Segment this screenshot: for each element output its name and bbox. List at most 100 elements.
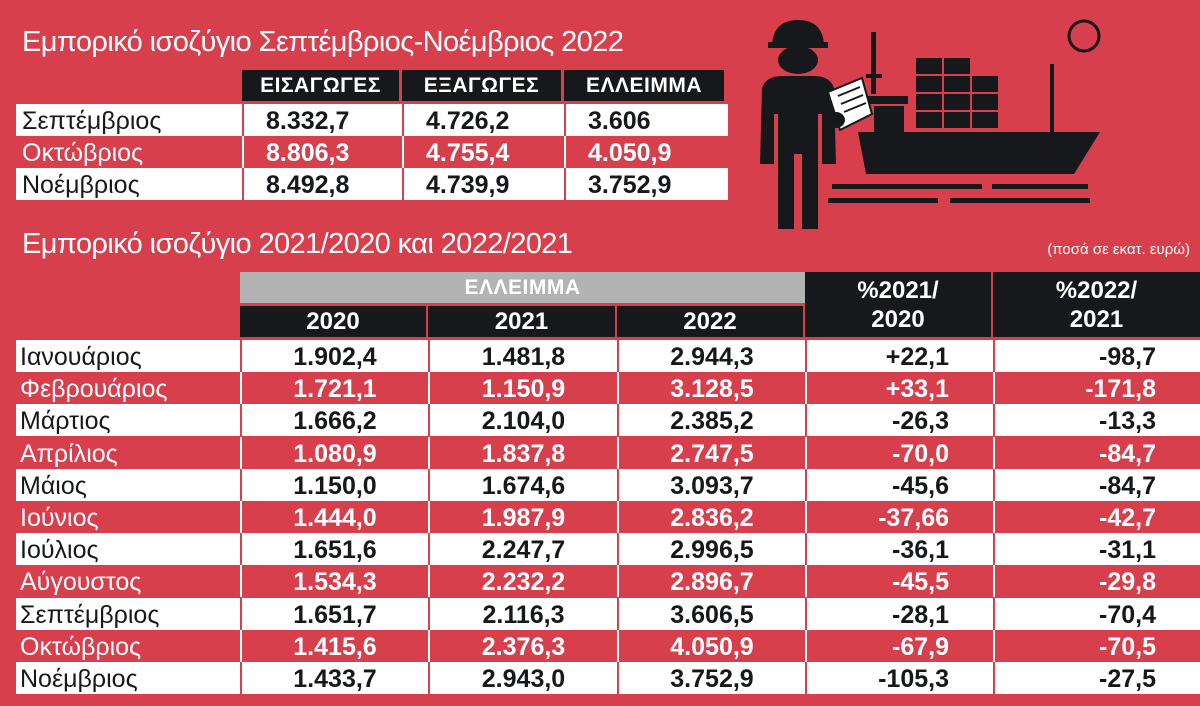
table-cell: -13,3 [993,404,1200,437]
table-cell: 4.050,9 [617,629,805,662]
row-label: Μάρτιος [20,407,111,436]
row-label: Νοέμβριος [20,665,138,693]
table-cell: 1.481,8 [428,340,617,372]
cargo-ship-icon [828,32,1100,203]
table-cell: -36,1 [805,533,993,566]
table-cell: 2.996,5 [617,533,805,566]
row-label: Νοέμβριος [22,171,140,199]
table-cell: 2.385,2 [617,404,805,437]
table-cell: 1.150,9 [428,372,617,405]
table-cell: 4.755,4 [402,136,564,168]
table-cell: -29,8 [993,565,1200,598]
table-row: Νοέμβριος 8.492,8 4.739,9 3.752,9 [16,168,728,200]
row-label: Ιανουάριος [20,343,142,371]
row-label: Απρίλιος [20,439,118,468]
table-cell: 3.128,5 [617,372,805,405]
row-label: Οκτώβριος [22,139,144,167]
table-cell: -37,66 [805,501,993,533]
table-cell: 8.332,7 [242,104,402,136]
table-cell: 1.444,0 [240,501,428,533]
table-cell: -45,6 [805,468,993,501]
column-header: ΕΙΣΑΓΩΓΕΣ [242,70,399,101]
row-label: Ιούνιος [20,504,99,532]
table-cell: 4.739,9 [402,168,564,200]
table-row: Σεπτέμβριος 1.651,7 2.116,3 3.606,5 -28,1 -70… [16,597,1200,630]
column-header: 2022 [617,306,803,337]
table-row: Απρίλιος 1.080,9 1.837,8 2.747,5 -70,0 -84,7 [16,436,1200,469]
table-cell: 2.104,0 [428,404,617,437]
top-table-title: Εμπορικό ισοζύγιο Σεπτέμβριος-Νοέμβριος … [22,26,624,58]
worker-icon [760,20,874,229]
column-header: 2021 [428,306,615,337]
table-cell: 1.651,6 [240,533,428,566]
table-row: Σεπτέμβριος 8.332,7 4.726,2 3.606 [16,104,728,136]
bottom-table-title: Εμπορικό ισοζύγιο 2021/2020 και 2022/202… [22,228,573,260]
table-cell: -105,3 [805,662,993,694]
table-cell: 4.726,2 [402,104,564,136]
table-row: Αύγουστος 1.534,3 2.232,2 2.896,7 -45,5 -29,8 [16,565,1200,598]
table-cell: 2.376,3 [428,629,617,662]
table-cell: -67,9 [805,629,993,662]
table-cell: 8.492,8 [242,168,402,200]
table-cell: -42,7 [993,501,1200,533]
row-label: Αύγουστος [20,568,142,597]
row-label: Σεπτέμβριος [22,107,162,135]
table-cell: 4.050,9 [564,136,724,168]
table-cell: 1.666,2 [240,404,428,437]
table-cell: -84,7 [993,436,1200,469]
table-row: Ιούλιος 1.651,6 2.247,7 2.996,5 -36,1 -31,1 [16,533,1200,566]
table-cell: -31,1 [993,533,1200,566]
column-header: ΕΛΛΕΙΜΜΑ [564,70,724,101]
table-cell: -28,1 [805,597,993,630]
table-cell: -171,8 [993,372,1200,405]
table-row: Οκτώβριος 8.806,3 4.755,4 4.050,9 [16,136,728,168]
column-header: %2021/2020 [805,272,991,337]
table-cell: 1.721,1 [240,372,428,405]
table-cell: 2.232,2 [428,565,617,598]
column-header: 2020 [240,306,426,337]
table-cell: -84,7 [993,468,1200,501]
table-cell: -70,5 [993,629,1200,662]
row-label: Φεβρουάριος [20,375,168,404]
table-row: Μάιος 1.150,0 1.674,6 3.093,7 -45,6 -84,7 [16,468,1200,501]
table-cell: 2.896,7 [617,565,805,598]
table-cell: -70,0 [805,436,993,469]
table-cell: 1.902,4 [240,340,428,372]
table-cell: 1.837,8 [428,436,617,469]
table-row: Ιούνιος 1.444,0 1.987,9 2.836,2 -37,66 -42,7 [16,501,1200,533]
row-label: Μάιος [20,471,87,500]
illustration [760,19,1101,229]
sun-icon [1067,19,1101,53]
table-row: Ιανουάριος 1.902,4 1.481,8 2.944,3 +22,1 -98,… [16,340,1200,372]
table-cell: +22,1 [805,340,993,372]
table-cell: -45,5 [805,565,993,598]
table-cell: 1.415,6 [240,629,428,662]
table-cell: 1.080,9 [240,436,428,469]
table-cell: 2.116,3 [428,597,617,630]
table-cell: -98,7 [993,340,1200,372]
table-cell: 1.987,9 [428,501,617,533]
table-cell: -70,4 [993,597,1200,630]
table-row: Μάρτιος 1.666,2 2.104,0 2.385,2 -26,3 -13,3 [16,404,1200,437]
table-cell: 1.651,7 [240,597,428,630]
table-cell: 2.247,7 [428,533,617,566]
table-cell: 2.836,2 [617,501,805,533]
table-cell: 1.433,7 [240,662,428,694]
table-cell: 3.752,9 [617,662,805,694]
table-cell: 3.093,7 [617,468,805,501]
table-cell: 3.606,5 [617,597,805,630]
table-cell: -27,5 [993,662,1200,694]
column-header: %2022/2021 [993,272,1200,337]
row-label: Σεπτέμβριος [20,600,160,629]
row-label: Οκτώβριος [20,632,142,661]
column-header: ΕΞΑΓΩΓΕΣ [402,70,561,101]
row-label: Ιούλιος [20,536,99,565]
table-cell: 2.943,0 [428,662,617,694]
unit-note: (ποσά σε εκατ. ευρώ) [1047,241,1190,258]
table-cell: 8.806,3 [242,136,402,168]
group-header: ΕΛΛΕΙΜΜΑ [240,272,805,303]
table-cell: 1.150,0 [240,468,428,501]
table-cell: 2.944,3 [617,340,805,372]
table-cell: 2.747,5 [617,436,805,469]
